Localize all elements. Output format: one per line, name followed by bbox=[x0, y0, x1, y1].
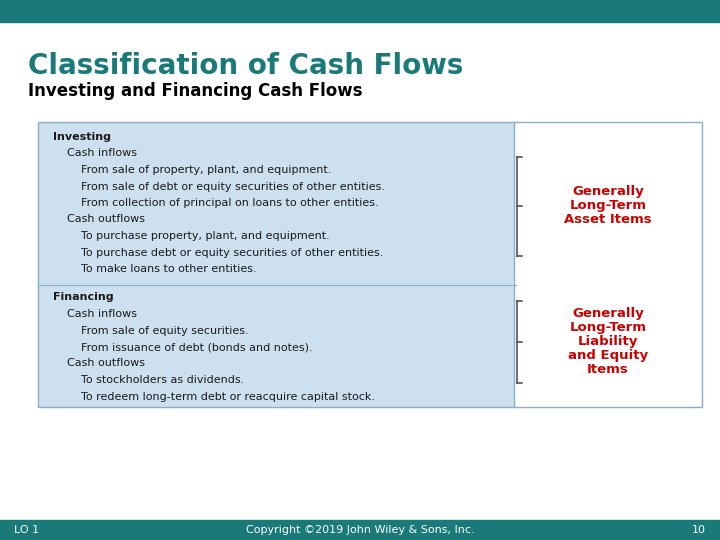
Text: Cash inflows: Cash inflows bbox=[67, 309, 137, 319]
Text: To purchase property, plant, and equipment.: To purchase property, plant, and equipme… bbox=[81, 231, 330, 241]
Text: From collection of principal on loans to other entities.: From collection of principal on loans to… bbox=[81, 198, 379, 208]
Text: Generally: Generally bbox=[572, 307, 644, 320]
Text: and Equity: and Equity bbox=[568, 349, 648, 362]
Text: Items: Items bbox=[587, 363, 629, 376]
Text: From sale of property, plant, and equipment.: From sale of property, plant, and equipm… bbox=[81, 165, 331, 175]
Text: To make loans to other entities.: To make loans to other entities. bbox=[81, 264, 256, 274]
Text: To stockholders as dividends.: To stockholders as dividends. bbox=[81, 375, 244, 385]
Text: From issuance of debt (bonds and notes).: From issuance of debt (bonds and notes). bbox=[81, 342, 312, 352]
Text: 10: 10 bbox=[692, 525, 706, 535]
Text: To redeem long-term debt or reacquire capital stock.: To redeem long-term debt or reacquire ca… bbox=[81, 392, 375, 402]
Text: Liability: Liability bbox=[578, 335, 638, 348]
Text: Classification of Cash Flows: Classification of Cash Flows bbox=[28, 52, 464, 80]
Text: Investing: Investing bbox=[53, 132, 111, 142]
Bar bbox=[514, 122, 702, 407]
Text: Asset Items: Asset Items bbox=[564, 213, 652, 226]
Text: Financing: Financing bbox=[53, 293, 114, 302]
Text: Generally: Generally bbox=[572, 185, 644, 198]
Text: Cash outflows: Cash outflows bbox=[67, 214, 145, 225]
Text: To purchase debt or equity securities of other entities.: To purchase debt or equity securities of… bbox=[81, 247, 383, 258]
Text: Long-Term: Long-Term bbox=[570, 199, 647, 212]
Bar bbox=[0, 0, 720, 22]
Text: Copyright ©2019 John Wiley & Sons, Inc.: Copyright ©2019 John Wiley & Sons, Inc. bbox=[246, 525, 474, 535]
Text: LO 1: LO 1 bbox=[14, 525, 39, 535]
Bar bbox=[0, 520, 720, 540]
Text: Cash inflows: Cash inflows bbox=[67, 148, 137, 159]
Text: From sale of equity securities.: From sale of equity securities. bbox=[81, 326, 248, 335]
Bar bbox=[38, 122, 516, 407]
Text: Long-Term: Long-Term bbox=[570, 321, 647, 334]
Text: Cash outflows: Cash outflows bbox=[67, 359, 145, 368]
Text: From sale of debt or equity securities of other entities.: From sale of debt or equity securities o… bbox=[81, 181, 385, 192]
Text: Investing and Financing Cash Flows: Investing and Financing Cash Flows bbox=[28, 82, 362, 100]
